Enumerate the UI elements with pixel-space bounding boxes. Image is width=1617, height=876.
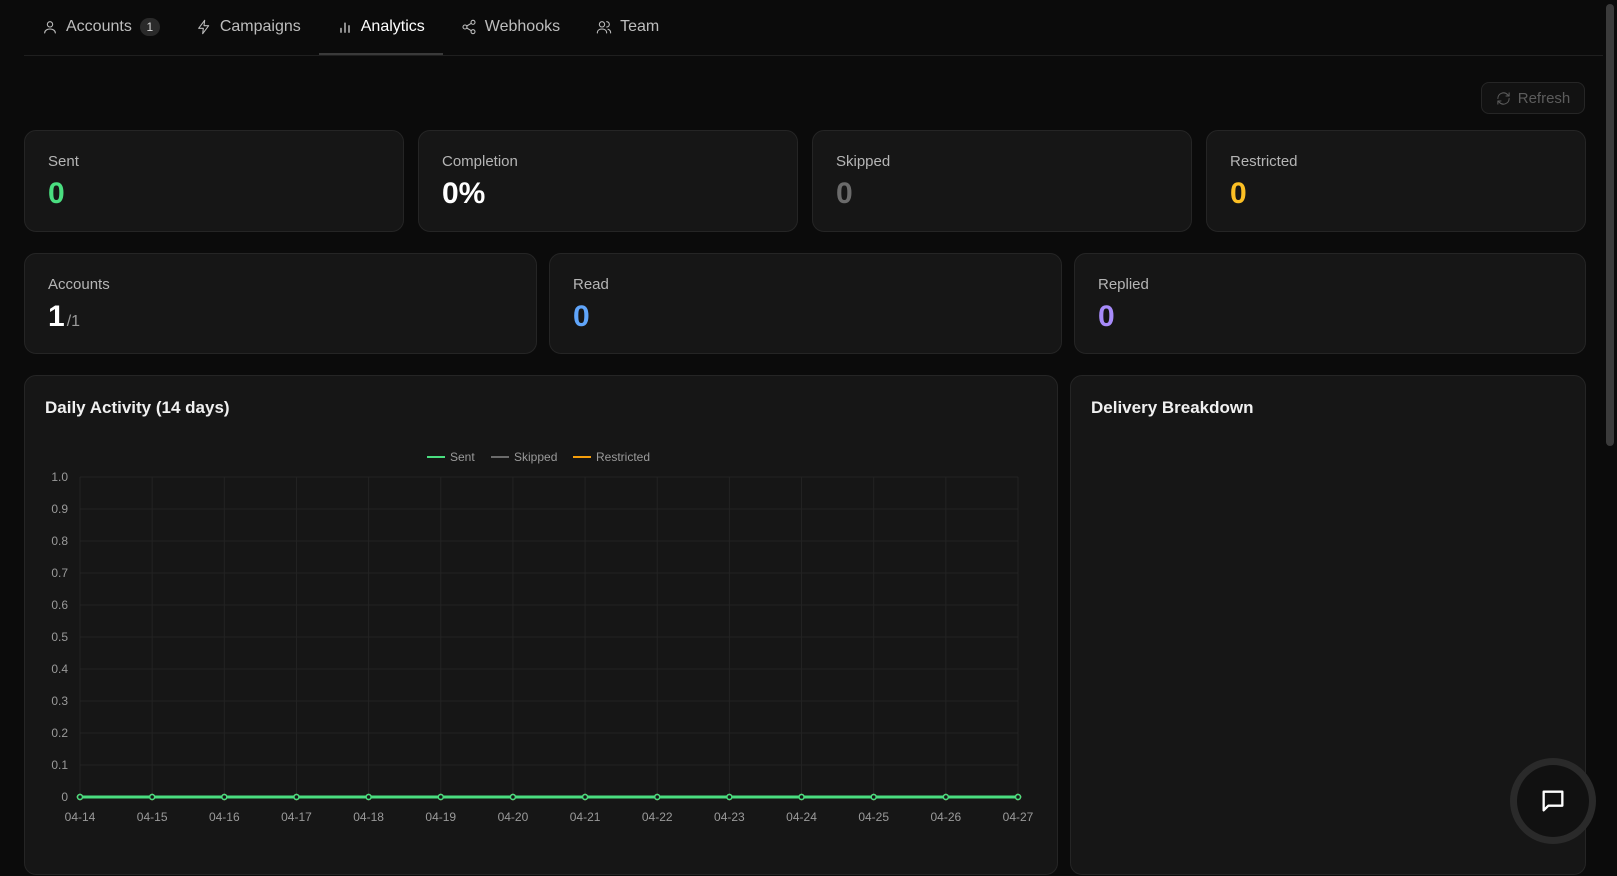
stat-label: Replied <box>1098 276 1149 293</box>
x-tick-label: 04-18 <box>353 810 384 824</box>
stat-card-skipped: Skipped 0 <box>812 130 1192 232</box>
scrollbar-thumb[interactable] <box>1606 4 1614 446</box>
delivery-breakdown-panel: Delivery Breakdown <box>1070 375 1586 875</box>
data-point <box>653 793 661 801</box>
tab-webhooks[interactable]: Webhooks <box>443 0 578 55</box>
bar-chart-icon <box>340 21 350 33</box>
page-scrollbar[interactable] <box>1603 0 1617 863</box>
stat-card-restricted: Restricted 0 <box>1206 130 1586 232</box>
y-tick-label: 0.1 <box>51 758 68 772</box>
y-tick-label: 1.0 <box>51 470 68 484</box>
y-tick-label: 0.2 <box>51 726 68 740</box>
refresh-icon <box>1497 91 1510 105</box>
tab-team[interactable]: Team <box>578 0 677 55</box>
x-tick-label: 04-17 <box>281 810 312 824</box>
stat-label: Sent <box>48 153 79 170</box>
x-tick-label: 04-16 <box>209 810 240 824</box>
chat-button[interactable] <box>1517 765 1589 837</box>
stat-card-replied: Replied 0 <box>1074 253 1586 354</box>
data-point <box>942 793 950 801</box>
y-tick-label: 0 <box>61 790 68 804</box>
tab-label: Team <box>620 17 660 35</box>
stat-label: Accounts <box>48 276 110 293</box>
data-point <box>221 793 228 801</box>
share-icon <box>462 19 476 34</box>
tab-label: Webhooks <box>484 17 561 35</box>
stat-value: 0% <box>442 177 486 210</box>
y-tick-label: 0.7 <box>51 566 68 580</box>
daily-activity-chart: 0 0.1 0.2 0.3 0.4 0.5 0.6 0.7 0.8 0.9 1.0 04-14 04-1… <box>51 450 1034 824</box>
x-tick-label: 04-20 <box>498 810 529 824</box>
count-badge: 1 <box>139 17 160 36</box>
y-tick-label: 0.3 <box>51 694 68 708</box>
stat-label: Restricted <box>1230 153 1298 170</box>
x-tick-label: 04-21 <box>570 810 601 824</box>
stat-value: 0 <box>1098 300 1115 333</box>
data-point <box>870 793 877 801</box>
stat-card-sent: Sent 0 <box>24 130 404 232</box>
data-point <box>148 793 156 801</box>
x-tick-label: 04-24 <box>786 810 817 824</box>
refresh-label: Refresh <box>1517 89 1571 107</box>
stat-label: Skipped <box>836 153 891 170</box>
tab-campaigns[interactable]: Campaigns <box>178 0 319 55</box>
data-point <box>437 793 445 801</box>
x-tick-label: 04-15 <box>137 810 168 824</box>
stat-value: 0 <box>1230 177 1247 210</box>
data-point <box>293 793 300 801</box>
data-point <box>76 793 84 801</box>
stat-card-accounts: Accounts 1/1 <box>24 253 537 354</box>
stat-label: Read <box>573 276 609 293</box>
x-tick-label: 04-23 <box>714 810 745 824</box>
x-tick-label: 04-19 <box>425 810 456 824</box>
x-tick-label: 04-27 <box>1003 810 1034 824</box>
stat-value: 0 <box>836 177 853 210</box>
tab-accounts[interactable]: Accounts 1 <box>24 0 178 55</box>
tab-label: Campaigns <box>219 17 301 35</box>
data-point <box>1014 793 1022 801</box>
x-tick-label: 04-14 <box>65 810 96 824</box>
users-icon <box>596 20 612 34</box>
x-tick-label: 04-22 <box>642 810 673 824</box>
tab-label: Analytics <box>360 17 425 35</box>
user-icon <box>44 20 56 34</box>
stat-card-completion: Completion 0% <box>418 130 798 232</box>
y-tick-label: 0.4 <box>51 662 68 676</box>
legend-label: Sent <box>450 450 475 464</box>
y-tick-label: 0.5 <box>51 630 68 644</box>
stat-value: 0 <box>48 177 65 210</box>
message-square-icon <box>1542 790 1564 812</box>
panel-title: Daily Activity (14 days) <box>45 398 230 417</box>
data-point <box>509 793 517 801</box>
bolt-icon <box>197 19 210 34</box>
stat-value-group: 1/1 <box>48 302 80 332</box>
legend-label: Skipped <box>514 450 557 464</box>
tab-analytics[interactable]: Analytics <box>318 0 443 55</box>
refresh-button[interactable]: Refresh <box>1481 82 1585 114</box>
panel-title: Delivery Breakdown <box>1091 398 1254 417</box>
y-tick-label: 0.9 <box>51 502 68 516</box>
data-point <box>365 793 372 801</box>
tab-label: Accounts <box>66 17 132 35</box>
legend-label: Restricted <box>596 450 650 464</box>
stat-label: Completion <box>442 153 518 170</box>
x-tick-label: 04-25 <box>858 810 889 824</box>
data-point <box>798 793 805 801</box>
x-tick-label: 04-26 <box>930 810 961 824</box>
data-point <box>581 793 589 801</box>
stat-value-total: /1 <box>66 313 81 330</box>
y-tick-label: 0.6 <box>51 598 68 612</box>
stat-card-read: Read 0 <box>549 253 1062 354</box>
data-point <box>726 793 733 801</box>
tab-bar: Accounts 1 Campaigns Analytics Webhooks … <box>24 0 1603 56</box>
y-tick-label: 0.8 <box>51 534 68 548</box>
stat-value: 0 <box>573 300 590 333</box>
stat-value: 1 <box>48 300 65 333</box>
daily-activity-panel: Daily Activity (14 days) 0 0.1 0.2 0.3 0.4 0.… <box>24 375 1058 875</box>
